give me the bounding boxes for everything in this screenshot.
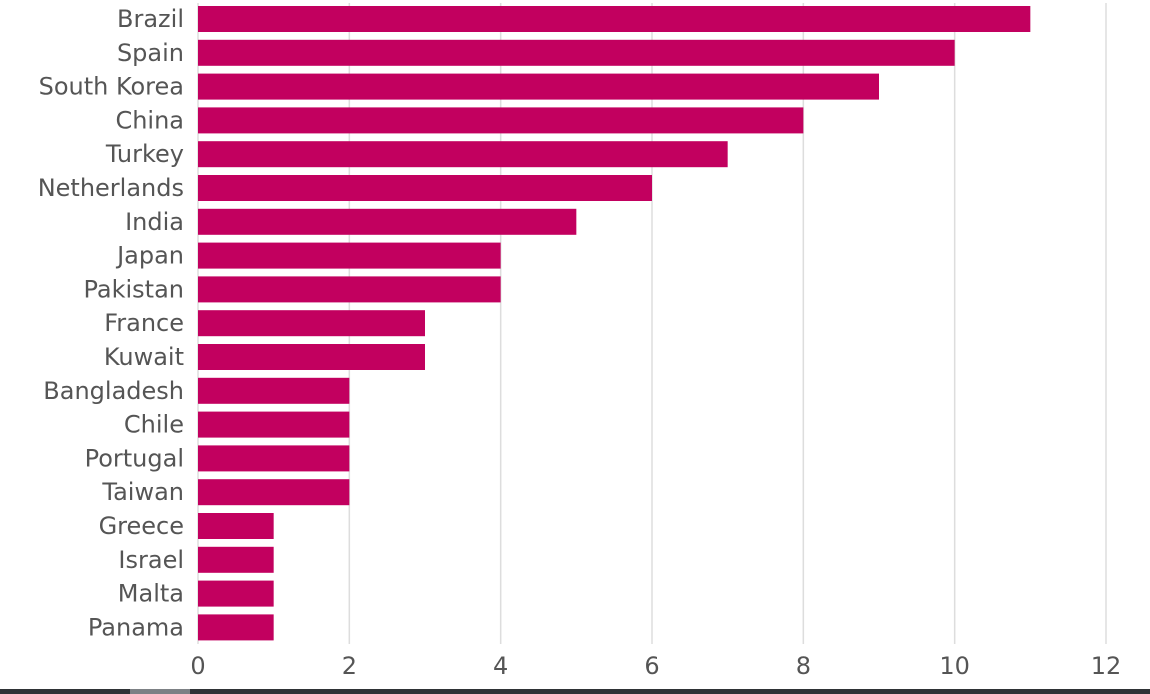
category-label: Malta: [118, 580, 184, 608]
category-label: India: [125, 208, 184, 236]
x-tick-label: 10: [939, 652, 970, 680]
x-tick-label: 0: [190, 652, 205, 680]
category-label: Bangladesh: [43, 377, 184, 405]
bar: [198, 208, 577, 235]
category-label: Taiwan: [101, 478, 184, 506]
category-label: Spain: [117, 39, 184, 67]
category-labels: Brazil Spain South Korea China Turkey Netherl…: [38, 5, 184, 641]
bar: [198, 107, 804, 134]
category-label: Pakistan: [84, 275, 185, 303]
bar: [198, 344, 425, 370]
bar: [198, 242, 501, 269]
x-tick-label: 4: [493, 652, 508, 680]
category-label: Panama: [88, 613, 184, 641]
category-label: France: [104, 309, 184, 337]
category-label: Chile: [124, 411, 184, 439]
bar: [198, 310, 425, 337]
category-label: Brazil: [117, 5, 184, 33]
category-label: Israel: [118, 546, 184, 574]
category-label: Japan: [115, 242, 184, 270]
bar: [198, 580, 274, 607]
bar-layer: [198, 6, 1031, 641]
x-tick-label: 2: [342, 652, 357, 680]
category-label: Netherlands: [38, 174, 184, 202]
bar: [198, 614, 274, 641]
category-label: China: [115, 106, 184, 134]
x-tick-label: 8: [796, 652, 811, 680]
bar: [198, 276, 501, 303]
bar: [198, 6, 1031, 32]
category-label: South Korea: [39, 73, 184, 101]
bar: [198, 73, 879, 100]
category-label: Greece: [99, 512, 184, 540]
window-bottom-bar: [0, 689, 1150, 694]
x-tick-label: 12: [1091, 652, 1122, 680]
bar: [198, 175, 652, 201]
category-label: Turkey: [105, 140, 184, 168]
bar: [198, 377, 350, 404]
x-tick-label: 6: [644, 652, 659, 680]
x-tick-labels: 0 2 4 6 8 10 12: [190, 652, 1121, 680]
bar: [198, 546, 274, 573]
bar: [198, 39, 955, 66]
bar: [198, 445, 350, 472]
bar: [198, 479, 350, 506]
category-label: Kuwait: [104, 343, 184, 371]
bar: [198, 513, 274, 539]
bar: [198, 141, 728, 168]
category-label: Portugal: [85, 444, 184, 472]
window-bottom-bar-highlight: [130, 689, 190, 694]
bar: [198, 411, 350, 438]
